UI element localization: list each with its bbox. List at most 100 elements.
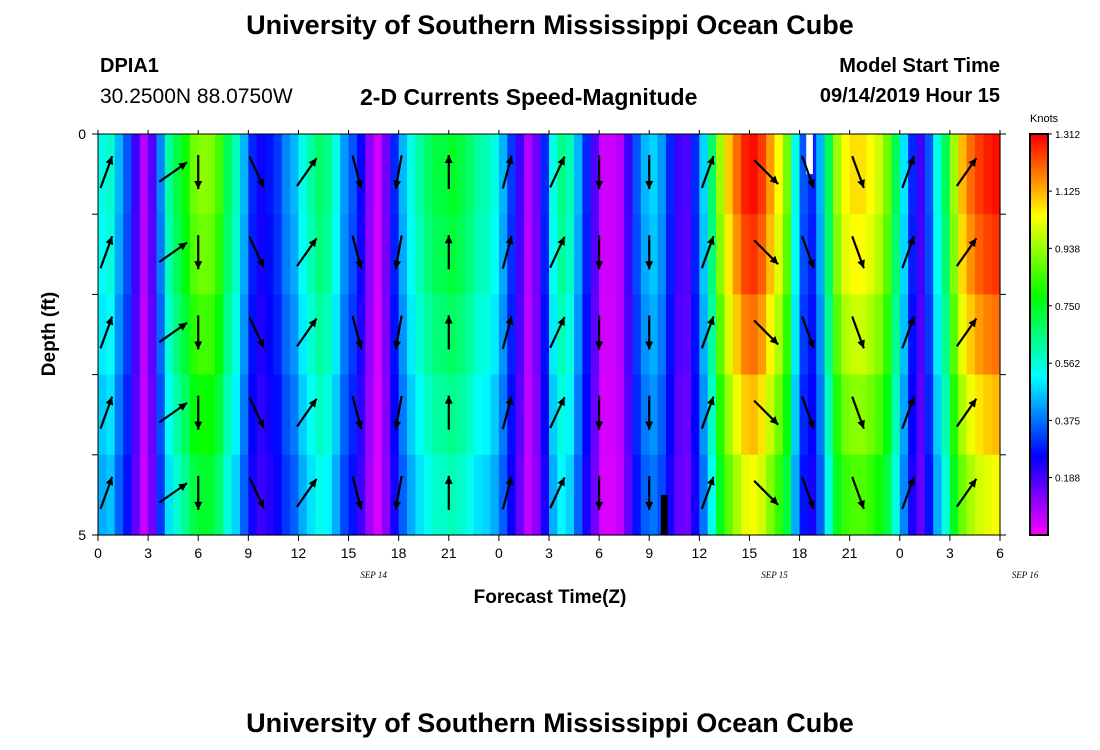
heatmap-cell bbox=[331, 454, 341, 536]
direction-arrow bbox=[248, 316, 265, 349]
heatmap-cell bbox=[565, 214, 575, 295]
direction-arrow bbox=[351, 155, 364, 189]
arrow-head bbox=[178, 322, 188, 331]
heatmap-cell bbox=[348, 454, 358, 536]
heatmap-cell bbox=[373, 374, 383, 456]
heatmap-cell bbox=[423, 294, 433, 376]
arrow-head bbox=[707, 156, 715, 165]
heatmap-cell bbox=[974, 454, 984, 536]
heatmap-cell bbox=[206, 134, 216, 215]
heatmap-cell bbox=[523, 294, 533, 376]
direction-arrow bbox=[549, 316, 566, 349]
direction-arrow bbox=[444, 395, 453, 430]
heatmap-cell bbox=[440, 134, 450, 215]
heatmap-cell bbox=[515, 134, 525, 215]
colorbar-swatch bbox=[1030, 224, 1048, 229]
heatmap-cell bbox=[565, 134, 575, 215]
heatmap-cell bbox=[774, 134, 784, 215]
heatmap-cell bbox=[440, 454, 450, 536]
heatmap-cell bbox=[281, 294, 291, 376]
arrow-head bbox=[595, 501, 604, 510]
heatmap-cell bbox=[507, 454, 517, 536]
colorbar-swatch bbox=[1030, 150, 1048, 155]
heatmap-cell bbox=[699, 134, 709, 215]
colorbar-swatch bbox=[1030, 220, 1048, 225]
x-tick-label: 0 bbox=[896, 545, 904, 561]
direction-arrow bbox=[595, 155, 604, 190]
colorbar-swatch bbox=[1030, 297, 1048, 302]
heatmap-cell bbox=[432, 374, 442, 456]
heatmap-cell bbox=[849, 374, 859, 456]
heatmap-cell bbox=[941, 294, 951, 376]
arrow-head bbox=[807, 419, 815, 429]
arrow-head bbox=[968, 158, 977, 167]
direction-arrow bbox=[700, 155, 715, 189]
heatmap-cell bbox=[373, 294, 383, 376]
heatmap-cell bbox=[582, 294, 592, 376]
heatmap-cell bbox=[590, 294, 600, 376]
colorbar-swatch bbox=[1030, 414, 1048, 419]
colorbar-swatch bbox=[1030, 247, 1048, 252]
heatmap-cell bbox=[649, 454, 659, 536]
heatmap-cell bbox=[331, 374, 341, 456]
heatmap-cell bbox=[498, 214, 508, 295]
heatmap-cell bbox=[991, 294, 1001, 376]
arrow-head bbox=[256, 338, 265, 348]
missing-data-cell bbox=[806, 134, 813, 175]
heatmap-cell bbox=[991, 454, 1001, 536]
heatmap-cell bbox=[682, 294, 692, 376]
direction-arrow bbox=[549, 476, 566, 509]
heatmap-cell bbox=[540, 454, 550, 536]
heatmap-cell bbox=[523, 214, 533, 295]
heatmap-cell bbox=[816, 374, 826, 456]
arrow-head bbox=[194, 341, 203, 350]
heatmap-cell bbox=[448, 374, 458, 456]
heatmap-cell bbox=[690, 214, 700, 295]
heatmap-cell bbox=[298, 214, 308, 295]
heatmap-cell bbox=[607, 454, 617, 536]
heatmap-cell bbox=[933, 134, 943, 215]
heatmap-cell bbox=[256, 454, 266, 536]
heatmap-cell bbox=[281, 214, 291, 295]
arrow-head bbox=[444, 395, 453, 404]
heatmap-cell bbox=[549, 294, 558, 376]
direction-arrow bbox=[351, 235, 364, 269]
arrow-head bbox=[769, 416, 779, 425]
heatmap-cell bbox=[716, 134, 725, 215]
direction-arrow bbox=[393, 155, 403, 189]
direction-arrow bbox=[99, 155, 114, 189]
heatmap-cell bbox=[490, 294, 500, 376]
arrow-head bbox=[968, 318, 977, 328]
colorbar-swatch bbox=[1030, 197, 1048, 202]
arrow-head bbox=[907, 236, 915, 246]
arrow-head bbox=[907, 396, 915, 406]
heatmap-cell bbox=[724, 294, 734, 376]
heatmap-cell bbox=[206, 454, 216, 536]
arrow-head bbox=[178, 162, 188, 171]
heatmap-cell bbox=[924, 454, 934, 536]
heatmap-cell bbox=[265, 214, 274, 295]
colorbar-swatch bbox=[1030, 411, 1048, 416]
heatmap-cell bbox=[624, 294, 634, 376]
heatmap-cell bbox=[749, 214, 759, 295]
arrow-head bbox=[308, 398, 317, 408]
heatmap-cell bbox=[549, 134, 558, 215]
heatmap-cell bbox=[690, 454, 700, 536]
heatmap-cell bbox=[966, 134, 976, 215]
colorbar-swatch bbox=[1030, 301, 1048, 306]
x-tick-label: 0 bbox=[495, 545, 503, 561]
heatmap-cell bbox=[256, 294, 266, 376]
heatmap-cell bbox=[139, 134, 149, 215]
heatmap-cell bbox=[941, 134, 951, 215]
arrow-head bbox=[857, 259, 865, 269]
arrow-head bbox=[505, 155, 514, 165]
heatmap-cell bbox=[707, 214, 717, 295]
heatmap-cell bbox=[924, 214, 934, 295]
heatmap-cell bbox=[874, 294, 884, 376]
arrow-head bbox=[505, 476, 514, 486]
heatmap-cell bbox=[824, 374, 834, 456]
colorbar-swatch bbox=[1030, 337, 1048, 342]
heatmap-cell bbox=[824, 214, 834, 295]
x-axis-ticks: 0 3 6 9 12 15 18 21 0 3 6 9 12 15 18 21 0 3 6 SEP 14 SEP 15 S… bbox=[94, 130, 1039, 580]
heatmap-cell bbox=[724, 214, 734, 295]
